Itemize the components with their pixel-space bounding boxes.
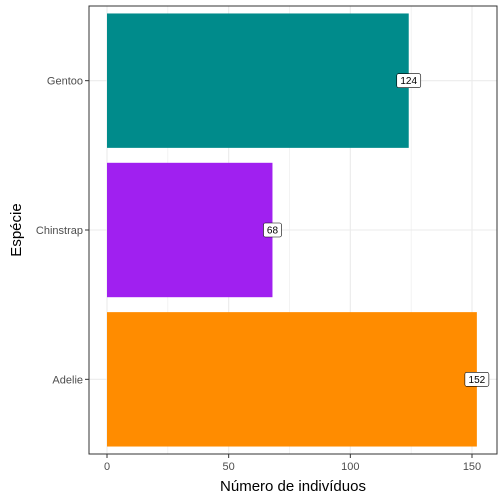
data-label-chinstrap: 68 — [263, 222, 282, 238]
y-tick-label-adelie: Adelie — [52, 374, 83, 386]
data-label-text: 124 — [400, 76, 417, 87]
data-labels: 152 68 124 — [263, 73, 490, 387]
data-label-text: 68 — [267, 226, 279, 237]
bars — [107, 13, 477, 447]
bar-gentoo — [107, 13, 409, 148]
data-label-box — [396, 73, 422, 88]
y-tick-label-gentoo: Gentoo — [47, 76, 83, 88]
bar-chinstrap — [107, 162, 273, 298]
x-tick-label: 100 — [341, 461, 359, 473]
x-tick-label: 50 — [223, 461, 235, 473]
x-axis: 0 50 100 150 — [104, 454, 481, 473]
x-tick-label: 150 — [463, 461, 481, 473]
y-axis-title: Espécie — [8, 203, 25, 256]
x-tick-label: 0 — [104, 461, 110, 473]
y-tick-label-chinstrap: Chinstrap — [36, 225, 83, 237]
data-label-box — [464, 372, 490, 387]
bar-adelie — [107, 312, 477, 447]
y-axis: Adelie Chinstrap Gentoo — [36, 76, 89, 386]
x-axis-title: Número de indivíduos — [220, 478, 366, 495]
data-label-gentoo: 124 — [396, 73, 422, 88]
data-label-adelie: 152 — [464, 372, 490, 387]
data-label-text: 152 — [469, 375, 486, 386]
data-label-box — [263, 222, 282, 238]
